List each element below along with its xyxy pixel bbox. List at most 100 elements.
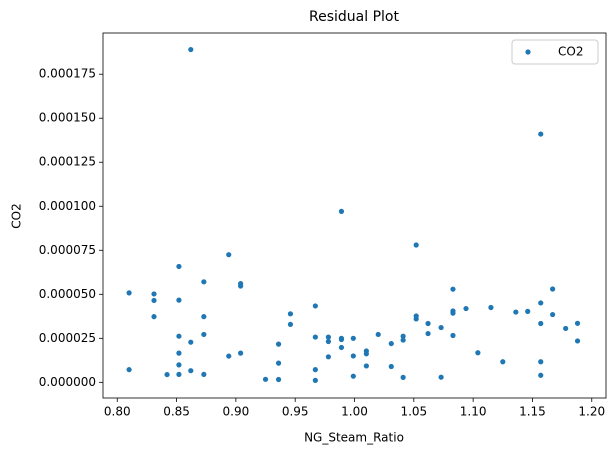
- legend-label: CO2: [558, 45, 583, 59]
- scatter-point: [275, 376, 282, 383]
- scatter-point: [238, 283, 244, 289]
- scatter-point: [525, 308, 531, 314]
- scatter-point: [151, 314, 157, 320]
- y-tick-label: 0.000025: [39, 331, 96, 345]
- scatter-point: [574, 338, 581, 344]
- scatter-point: [513, 309, 519, 315]
- scatter-point: [275, 341, 282, 347]
- scatter-point: [425, 320, 431, 327]
- x-tick-label: 0.80: [104, 405, 131, 419]
- scatter-point: [201, 331, 207, 338]
- chart-title: Residual Plot: [309, 9, 399, 25]
- y-tick-label: 0.000075: [39, 243, 96, 257]
- scatter-point: [338, 344, 345, 351]
- legend-marker: [525, 49, 531, 55]
- scatter-point: [126, 290, 132, 296]
- scatter-point: [275, 360, 282, 366]
- scatter-point: [388, 340, 394, 347]
- scatter-point: [151, 291, 157, 297]
- scatter-point: [176, 333, 182, 339]
- x-tick-label: 1.00: [341, 405, 368, 419]
- y-tick-label: 0.000100: [39, 199, 96, 213]
- scatter-point: [325, 334, 332, 340]
- scatter-point: [538, 320, 544, 327]
- scatter-point: [450, 310, 456, 316]
- scatter-point: [438, 374, 444, 380]
- scatter-point: [400, 374, 406, 380]
- scatter-point: [201, 279, 207, 285]
- scatter-point: [151, 297, 157, 304]
- scatter-point: [176, 263, 182, 270]
- scatter-point: [563, 325, 569, 332]
- x-tick-label: 1.10: [460, 405, 487, 419]
- scatter-point: [550, 311, 556, 318]
- scatter-point: [312, 377, 318, 383]
- scatter-point: [312, 303, 318, 309]
- y-tick-label: 0.000000: [39, 375, 96, 389]
- scatter-point: [325, 338, 332, 345]
- y-tick-label: 0.000150: [39, 111, 96, 125]
- y-tick-label: 0.000125: [39, 155, 96, 169]
- scatter-point: [188, 368, 194, 374]
- x-tick-label: 0.90: [223, 405, 250, 419]
- scatter-point: [538, 372, 544, 378]
- scatter-point: [126, 367, 132, 373]
- scatter-point: [338, 208, 345, 214]
- x-tick-label: 1.15: [519, 405, 546, 419]
- scatter-point: [188, 46, 194, 53]
- scatter-point: [450, 332, 456, 339]
- scatter-point: [438, 324, 444, 331]
- scatter-point: [413, 242, 419, 248]
- scatter-point: [550, 286, 556, 292]
- scatter-point: [201, 371, 207, 378]
- scatter-point: [176, 350, 182, 356]
- scatter-point: [425, 330, 431, 337]
- scatter-point: [488, 304, 494, 311]
- scatter-point: [312, 334, 318, 340]
- scatter-point: [350, 335, 356, 341]
- scatter-point: [413, 316, 419, 322]
- scatter-point: [287, 311, 294, 317]
- scatter-point: [400, 337, 406, 343]
- scatter-point: [176, 371, 182, 378]
- x-tick-label: 1.05: [400, 405, 427, 419]
- scatter-point: [164, 371, 170, 378]
- scatter-point: [262, 376, 269, 382]
- x-axis-label: NG_Steam_Ratio: [304, 431, 404, 445]
- x-tick-label: 1.20: [578, 405, 605, 419]
- scatter-point: [226, 252, 232, 258]
- scatter-point: [188, 339, 194, 345]
- scatter-point: [450, 286, 456, 292]
- scatter-point: [388, 363, 394, 370]
- scatter-point: [574, 320, 581, 326]
- scatter-point: [350, 373, 356, 379]
- scatter-point: [375, 331, 381, 338]
- scatter-point: [338, 336, 345, 343]
- scatter-point: [538, 300, 544, 306]
- scatter-point: [500, 359, 506, 365]
- y-axis-label: CO2: [10, 203, 24, 228]
- y-tick-label: 0.000175: [39, 67, 96, 81]
- scatter-point: [238, 350, 244, 356]
- plot-frame: [102, 32, 607, 399]
- scatter-point: [325, 354, 332, 360]
- scatter-point: [363, 351, 369, 357]
- x-tick-label: 0.85: [163, 405, 190, 419]
- scatter-point: [400, 333, 406, 339]
- scatter-point: [350, 353, 356, 359]
- scatter-point: [463, 305, 469, 312]
- scatter-point: [287, 321, 294, 328]
- scatter-point: [312, 367, 318, 373]
- scatter-point: [226, 353, 232, 359]
- scatter-point: [363, 363, 369, 369]
- scatter-point: [176, 297, 182, 303]
- scatter-point: [538, 359, 544, 365]
- legend-box: [511, 39, 599, 65]
- scatter-point: [201, 314, 207, 320]
- y-tick-label: 0.000050: [39, 287, 96, 301]
- x-tick-label: 0.95: [282, 405, 309, 419]
- scatter-point: [475, 350, 481, 356]
- scatter-point: [176, 362, 182, 368]
